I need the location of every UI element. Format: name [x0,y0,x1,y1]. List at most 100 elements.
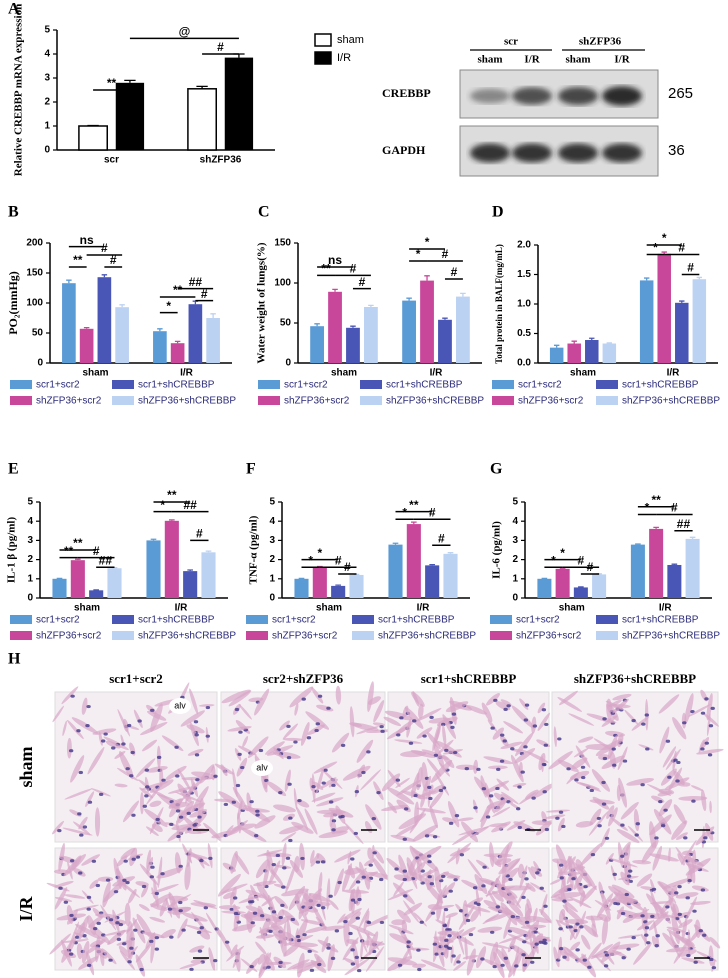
legend-swatch [112,396,134,405]
bar [443,553,458,598]
nucleus [331,783,336,787]
y-axis-label: IL-1 β (pg/ml) [6,517,18,584]
nucleus [558,947,564,951]
nucleus [271,910,277,914]
nucleus [482,865,487,869]
nucleus [396,733,401,737]
nucleus [544,722,549,727]
nucleus [422,734,427,738]
nucleus [302,933,307,937]
nucleus [419,920,424,924]
tissue-fiber [318,830,348,839]
x-tick-label: sham [316,603,342,614]
tissue-fiber [318,871,323,895]
significance-label: # [442,247,449,261]
legend-swatch [352,631,374,640]
error-bar [429,563,435,566]
nucleus [676,760,681,765]
nucleus [685,896,690,900]
tissue-fiber [636,920,654,931]
nucleus [531,796,536,800]
significance-label: # [196,527,203,541]
nucleus [700,711,706,715]
tissue-fiber [502,883,522,909]
nucleus [428,796,433,801]
error-bar [571,340,577,344]
tissue-fiber [598,913,611,922]
tissue-fiber [61,686,79,705]
nucleus [490,726,495,730]
tissue-fiber [168,895,189,902]
error-bar [150,538,157,541]
blot-band [470,88,510,104]
bar [188,304,203,363]
tissue-fiber [447,801,460,828]
nucleus [403,894,408,898]
significance-label: ns [80,233,94,247]
nucleus [368,863,373,867]
nucleus [534,942,539,946]
tissue-fiber [62,827,93,836]
tissue-fiber [181,777,204,801]
nucleus [57,828,62,833]
nucleus [579,925,584,929]
nucleus [340,743,346,748]
tissue-fiber [274,933,291,942]
nucleus [631,936,636,940]
tissue-fiber [316,704,334,712]
nucleus [224,940,230,944]
legend-swatch [492,396,514,405]
nucleus [582,958,587,962]
tissue-fiber [135,942,153,963]
error-bar [635,543,641,545]
column-title: scr1+shCREBBP [421,671,517,686]
nucleus [126,723,132,728]
tissue-fiber [81,697,88,715]
tissue-fiber [511,705,535,729]
tissue-fiber [672,716,687,740]
nucleus [197,949,203,953]
nucleus [137,719,142,723]
tissue-fiber [78,956,99,970]
tissue-fiber [256,882,271,903]
y-tick-label: 3 [269,535,275,546]
tissue-fiber [227,726,252,732]
significance-label: # [429,505,436,519]
tissue-fiber [701,789,707,812]
nucleus [434,952,439,956]
tissue-fiber [633,808,640,832]
tissue-fiber [566,771,580,785]
bar [692,279,707,363]
bar [685,538,700,598]
nucleus [506,704,511,708]
significance-label: ** [321,262,331,276]
nucleus [129,946,134,950]
tissue-fiber [313,761,338,774]
nucleus [249,800,254,804]
bar [206,318,220,363]
bar [639,280,654,363]
tissue-fiber [427,904,442,910]
tissue-fiber [331,732,350,753]
tissue-fiber [164,765,187,781]
tissue-fiber [289,859,304,878]
y-tick-label: 150 [274,238,291,249]
tissue-fiber [70,855,82,871]
tissue-fiber [373,700,385,723]
legend-swatch [360,396,382,405]
tissue-fiber [296,806,309,831]
nucleus [524,920,530,924]
nucleus [379,877,384,882]
tissue-fiber [363,910,370,932]
tissue-fiber [123,718,129,733]
bar [585,339,599,363]
tissue-fiber [238,704,252,720]
nucleus [280,903,285,908]
legend-label: shZFP36+shCREBBP [622,396,720,407]
nucleus [503,956,509,960]
tissue-fiber [386,725,410,740]
bar [567,343,581,363]
tissue-fiber [399,750,427,758]
tissue-fiber [343,821,364,844]
tissue-fiber [311,687,324,704]
